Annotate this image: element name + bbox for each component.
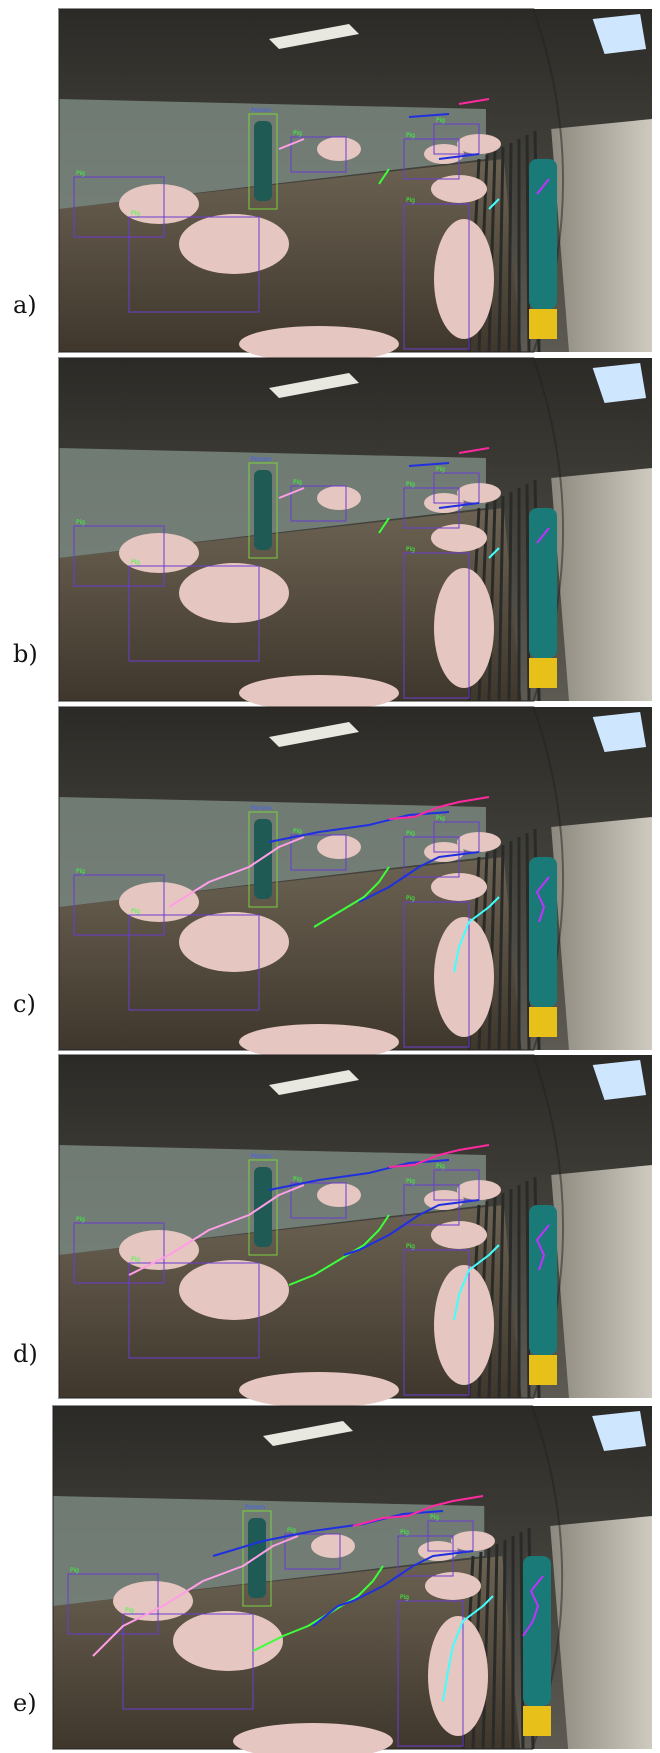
box-label: Pig <box>406 895 415 902</box>
box-label: Pig <box>293 1176 302 1183</box>
box-label: Pig <box>436 466 445 473</box>
box-label: Pig <box>293 130 302 137</box>
fence-post <box>527 135 529 352</box>
pig <box>317 835 361 859</box>
box-label: Pig <box>125 1607 134 1614</box>
pig <box>317 137 361 161</box>
fence-post <box>521 1532 523 1749</box>
pig <box>113 1581 193 1621</box>
fence-post <box>503 1540 505 1749</box>
fence-post <box>527 484 529 701</box>
boots <box>529 1007 557 1037</box>
image-panel: Pig Pig Pig Pig Pig Pig Person <box>59 1055 652 1408</box>
box-label: Person <box>251 456 271 463</box>
box-label: Pig <box>131 1256 140 1263</box>
fence-post <box>509 492 511 701</box>
person <box>254 470 272 550</box>
boots <box>529 309 557 339</box>
panel-label: d) <box>13 1340 38 1368</box>
person <box>529 1205 557 1355</box>
pig <box>179 912 289 972</box>
pig <box>434 568 494 688</box>
person <box>254 819 272 899</box>
box-label: Pig <box>430 1514 439 1521</box>
image-panel: Pig Pig Pig Pig Pig Pig Person <box>59 707 652 1060</box>
person <box>529 159 557 309</box>
pig <box>239 675 399 711</box>
pig <box>311 1534 355 1558</box>
box-label: Pig <box>293 828 302 835</box>
person <box>248 1518 266 1598</box>
box-label: Pig <box>293 479 302 486</box>
pig <box>119 1230 199 1270</box>
box-label: Pig <box>406 830 415 837</box>
box-label: Pig <box>406 197 415 204</box>
walkway <box>551 1165 652 1398</box>
fence-post <box>509 143 511 352</box>
walkway <box>550 1516 652 1749</box>
pig <box>173 1611 283 1671</box>
pig <box>434 219 494 339</box>
box-label: Pig <box>131 559 140 566</box>
pig <box>317 486 361 510</box>
walkway <box>551 119 652 352</box>
person <box>254 121 272 201</box>
page: PigPigPigPigPigPigPersona)PigPigPigPigPi… <box>0 0 660 1753</box>
person <box>254 1167 272 1247</box>
panel-label: a) <box>13 291 37 319</box>
panel-label: c) <box>13 990 36 1018</box>
box-label: Pig <box>76 1216 85 1223</box>
box-label: Pig <box>131 210 140 217</box>
box-label: Pig <box>436 1163 445 1170</box>
pig <box>179 214 289 274</box>
pig <box>119 184 199 224</box>
boots <box>529 1355 557 1385</box>
box-label: Pig <box>70 1567 79 1574</box>
box-label: Person <box>245 1504 265 1511</box>
walkway <box>551 817 652 1050</box>
box-label: Person <box>251 107 271 114</box>
box-label: Pig <box>436 815 445 822</box>
image-panel: Pig Pig Pig Pig Pig Pig Person <box>53 1406 652 1753</box>
boots <box>529 658 557 688</box>
pig <box>317 1183 361 1207</box>
pig <box>239 326 399 362</box>
box-label: Pig <box>76 868 85 875</box>
box-label: Pig <box>406 546 415 553</box>
walkway <box>551 468 652 701</box>
person <box>529 857 557 1007</box>
box-label: Pig <box>76 519 85 526</box>
pig <box>179 1260 289 1320</box>
boots <box>523 1706 551 1736</box>
pig <box>239 1372 399 1408</box>
pig <box>119 533 199 573</box>
box-label: Pig <box>406 132 415 139</box>
box-label: Pig <box>436 117 445 124</box>
box-label: Person <box>251 1153 271 1160</box>
box-label: Pig <box>406 1178 415 1185</box>
fence-post <box>527 1181 529 1398</box>
image-panel: Pig Pig Pig Pig Pig Pig Person <box>59 358 652 711</box>
box-label: Pig <box>406 1243 415 1250</box>
fence-post <box>527 833 529 1050</box>
box-label: Pig <box>406 481 415 488</box>
box-label: Pig <box>287 1527 296 1534</box>
fence-post <box>509 841 511 1050</box>
image-panel: Pig Pig Pig Pig Pig Pig Person <box>59 9 652 362</box>
pig <box>119 882 199 922</box>
person <box>529 508 557 658</box>
pig <box>179 563 289 623</box>
figure: PigPigPigPigPigPigPersona)PigPigPigPigPi… <box>0 0 660 1753</box>
fence-post <box>509 1189 511 1398</box>
box-label: Person <box>251 805 271 812</box>
box-label: Pig <box>400 1594 409 1601</box>
panel-label: e) <box>13 1689 37 1717</box>
box-label: Pig <box>131 908 140 915</box>
box-label: Pig <box>76 170 85 177</box>
panel-label: b) <box>13 640 38 668</box>
box-label: Pig <box>400 1529 409 1536</box>
